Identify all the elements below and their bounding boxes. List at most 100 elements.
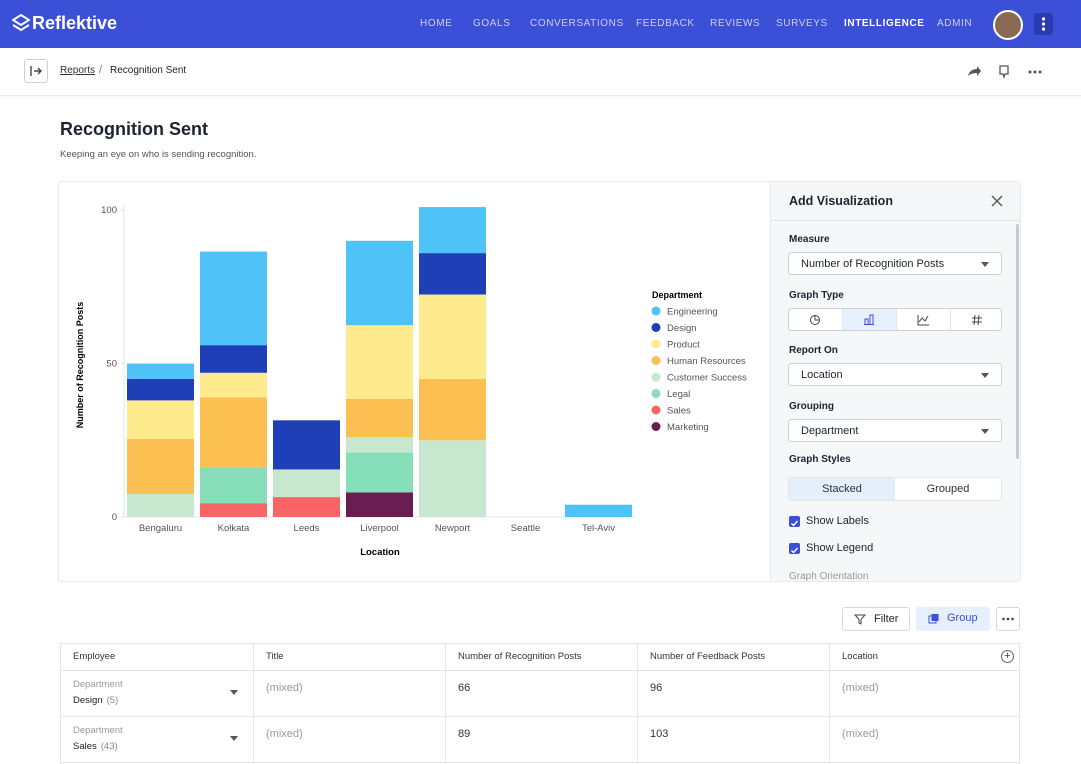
nav-item[interactable]: CONVERSATIONS: [530, 18, 624, 29]
x-tick-label: Bengaluru: [139, 523, 182, 534]
legend-label: Legal: [667, 389, 690, 400]
table-header: Employee Title Number of Recognition Posts…: [61, 644, 1019, 671]
avatar[interactable]: [993, 10, 1023, 40]
checkbox[interactable]: [789, 543, 800, 554]
legend-label: Sales: [667, 406, 691, 417]
bar-segment: [346, 452, 413, 493]
column-header: Number of Feedback Posts: [637, 644, 829, 671]
bar-segment: [346, 437, 413, 453]
bar-segment: [127, 363, 194, 379]
bar-segment: [200, 345, 267, 373]
scrollbar[interactable]: [1016, 224, 1019, 459]
checkbox-label: Show Labels: [806, 515, 869, 527]
breadcrumb-bar: Reports / Recognition Sent: [0, 48, 1081, 96]
column-header: Number of Recognition Posts: [445, 644, 637, 671]
legend-swatch: [651, 339, 661, 349]
button-label: Group: [947, 612, 978, 624]
legend-swatch: [651, 323, 661, 332]
x-tick-label: Leeds: [294, 523, 320, 534]
brand: Reflektive: [32, 13, 118, 33]
group-count: (43): [100, 741, 118, 752]
legend-label: Customer Success: [667, 373, 747, 384]
button-label: Filter: [874, 613, 899, 625]
bar-segment: [200, 251, 267, 346]
legend-swatch: [651, 422, 661, 431]
nav-item[interactable]: ADMIN: [937, 18, 973, 29]
group-value: Design (5): [73, 695, 119, 706]
column-header: Location: [829, 644, 1021, 671]
expand-toggle[interactable]: [230, 690, 238, 699]
legend-label: Marketing: [667, 422, 709, 433]
bar-segment: [419, 440, 486, 517]
filter-button[interactable]: Filter: [842, 607, 910, 631]
legend-label: Human Resources: [667, 356, 746, 367]
table-row: Department Design (5) (mixed) 66 96 (mixed): [61, 671, 1019, 717]
checkbox[interactable]: [789, 516, 800, 527]
y-tick-label: 0: [112, 512, 117, 523]
bar-segment: [127, 378, 194, 401]
nav-item[interactable]: HOME: [420, 18, 453, 29]
bar-segment: [273, 420, 340, 470]
table-cell: (mixed): [829, 717, 1021, 763]
sidebar-toggle[interactable]: [24, 59, 48, 83]
table-cell: 66: [445, 671, 637, 717]
legend-swatch: [651, 356, 661, 365]
legend-swatch: [651, 405, 661, 415]
group-button[interactable]: Group: [916, 607, 990, 631]
breadcrumb-current: Recognition Sent: [110, 65, 187, 76]
bar-segment: [200, 372, 267, 398]
measure-select[interactable]: Number of Recognition Posts: [788, 252, 1002, 275]
line-option[interactable]: [897, 309, 951, 330]
nav-item[interactable]: FEEDBACK: [636, 18, 695, 29]
legend-swatch: [651, 306, 661, 316]
y-tick-label: 50: [106, 359, 117, 370]
actions[interactable]: [966, 64, 1046, 80]
bar-segment: [346, 240, 413, 326]
bar-segment: [127, 400, 194, 439]
group-label: Department: [73, 679, 123, 690]
x-tick-label: Kolkata: [218, 523, 250, 534]
group-value: Sales (43): [73, 741, 118, 752]
visualization-panel: Add Visualization Measure Number of Reco…: [770, 182, 1020, 581]
table-cell: 89: [445, 717, 637, 763]
field-label: Grouping: [789, 401, 834, 412]
more-button[interactable]: [996, 607, 1020, 631]
bar-option[interactable]: [843, 309, 897, 330]
more-menu[interactable]: [1034, 13, 1053, 35]
bar-segment: [346, 492, 413, 517]
report-on-select[interactable]: Location: [788, 363, 1002, 386]
stacked-option[interactable]: Stacked: [789, 478, 895, 500]
nav-item[interactable]: GOALS: [473, 18, 511, 29]
group-label: Department: [73, 725, 123, 736]
bar-segment: [273, 497, 340, 517]
nav-item[interactable]: REVIEWS: [710, 18, 761, 29]
bar-segment: [419, 207, 486, 254]
panel-title: Add Visualization: [789, 194, 893, 208]
divider: [771, 220, 1020, 221]
y-axis-label: Number of Recognition Posts: [75, 302, 85, 429]
legend-swatch: [651, 372, 661, 382]
graph-type-selector: [788, 308, 1002, 331]
grouped-option[interactable]: Grouped: [926, 483, 970, 495]
close-button[interactable]: [991, 195, 1003, 207]
y-tick-label: 100: [101, 205, 117, 216]
nav-item[interactable]: INTELLIGENCE: [844, 18, 925, 29]
legend-title: Department: [652, 290, 702, 300]
number-option[interactable]: [951, 309, 1004, 330]
pie-option[interactable]: [789, 309, 843, 330]
bar-segment: [200, 467, 267, 504]
grouping-select[interactable]: Department: [788, 419, 1002, 442]
x-tick-label: Tel-Aviv: [582, 523, 615, 534]
table-cell: (mixed): [829, 671, 1021, 717]
table-cell: (mixed): [253, 717, 445, 763]
report-card: Add Visualization Measure Number of Reco…: [58, 181, 1021, 582]
field-label: Graph Styles: [789, 454, 851, 465]
nav-item[interactable]: SURVEYS: [776, 18, 828, 29]
expand-toggle[interactable]: [230, 736, 238, 745]
add-column[interactable]: +: [1001, 650, 1014, 663]
style-toggle: Stacked Grouped: [788, 477, 1002, 501]
field-label: Measure: [789, 234, 830, 245]
bar-segment: [565, 504, 632, 517]
breadcrumb-link[interactable]: Reports: [60, 65, 96, 76]
